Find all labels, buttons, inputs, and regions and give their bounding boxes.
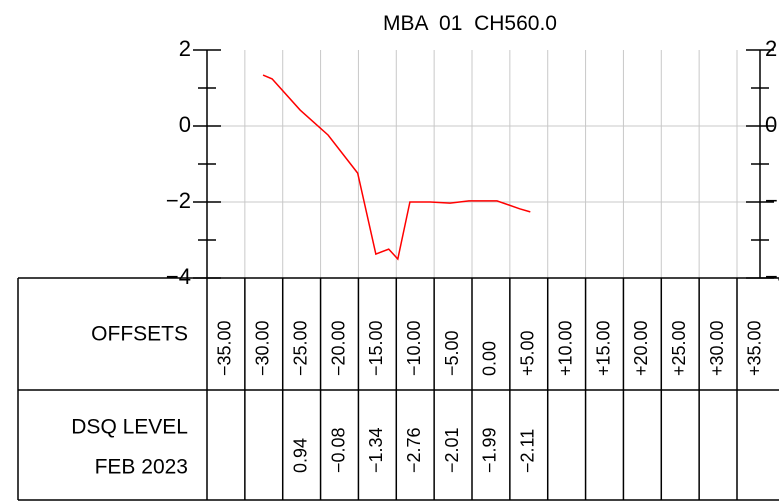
offset-label: +10.00: [555, 320, 575, 376]
y-tick-label: −4: [166, 264, 191, 289]
y-tick-label: −2: [166, 188, 191, 213]
offset-label: −20.00: [328, 320, 348, 376]
title: MBA 01 CH560.0: [383, 12, 557, 35]
level-label: −1.34: [366, 427, 386, 473]
y-tick-label: 2: [765, 36, 777, 61]
profile-line: [262, 74, 531, 261]
row-label: DSQ LEVEL: [71, 416, 188, 439]
offset-label: +5.00: [518, 330, 538, 376]
level-label: −0.08: [328, 427, 348, 473]
y-tick-label: −2: [765, 188, 779, 213]
y-tick-label: 2: [179, 36, 191, 61]
level-label: −2.11: [518, 429, 538, 473]
y-tick-label: 0: [179, 112, 191, 137]
offset-label: +30.00: [707, 320, 727, 376]
level-label: −2.01: [442, 427, 462, 473]
offset-label: −10.00: [404, 320, 424, 376]
offset-label: +20.00: [631, 320, 651, 376]
level-label: −2.76: [404, 427, 424, 473]
level-label: −1.99: [480, 427, 500, 473]
offset-label: 0.00: [480, 341, 500, 376]
offset-label: +35.00: [745, 320, 765, 376]
row-label: FEB 2023: [95, 456, 188, 479]
level-label: 0.94: [290, 438, 310, 473]
offset-label: −15.00: [366, 320, 386, 376]
row-label: OFFSETS: [91, 323, 188, 346]
y-tick-label: 0: [765, 112, 777, 137]
offset-label: −30.00: [253, 320, 273, 376]
offset-label: −35.00: [215, 320, 235, 376]
offset-label: +25.00: [669, 320, 689, 376]
y-tick-label: −4: [765, 264, 779, 289]
offset-label: −25.00: [290, 320, 310, 376]
offset-label: +15.00: [593, 320, 613, 376]
offset-label: −5.00: [442, 330, 462, 376]
